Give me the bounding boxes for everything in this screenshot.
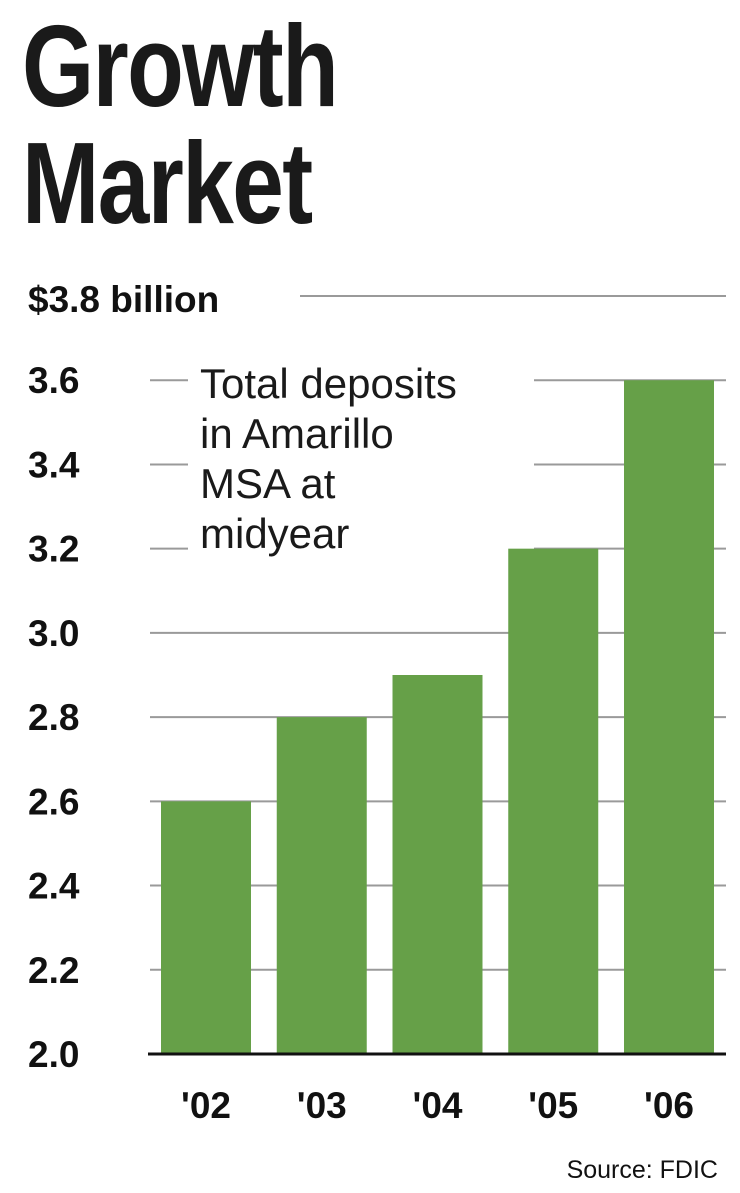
bars <box>161 380 714 1054</box>
y-tick-label: 2.2 <box>28 950 79 991</box>
y-tick-label: 2.4 <box>28 866 80 907</box>
annotation-line: MSA at <box>200 460 336 507</box>
bar <box>161 801 251 1054</box>
annotation-line: in Amarillo <box>200 410 394 457</box>
y-tick-label: 2.0 <box>28 1034 79 1075</box>
chart-title-line-1: Growth <box>22 1 339 131</box>
x-tick-label: '02 <box>181 1085 231 1126</box>
x-tick-label: '04 <box>413 1085 463 1126</box>
annotation-line: midyear <box>200 510 349 557</box>
bar <box>392 675 483 1054</box>
annotation-background <box>188 358 534 558</box>
y-tick-label: 3.6 <box>28 360 79 401</box>
y-axis-top-label: $3.8 billion <box>28 279 219 320</box>
y-tick-label: 3.4 <box>28 444 80 485</box>
x-axis-tick-labels: '02 '03 '04 '05 '06 <box>181 1085 694 1126</box>
y-tick-label: 2.8 <box>28 697 79 738</box>
chart-title: Growth Market <box>22 1 339 248</box>
y-tick-label: 3.0 <box>28 613 79 654</box>
x-tick-label: '05 <box>528 1085 578 1126</box>
bar <box>276 717 367 1054</box>
chart-title-line-2: Market <box>22 118 313 248</box>
y-tick-label: 3.2 <box>28 529 79 570</box>
bar <box>624 380 714 1054</box>
source-note: Source: FDIC <box>567 1156 718 1184</box>
x-tick-label: '06 <box>644 1085 694 1126</box>
x-tick-label: '03 <box>297 1085 347 1126</box>
y-axis-tick-labels: 2.0 2.2 2.4 2.6 2.8 3.0 3.2 3.4 3.6 <box>28 360 80 1075</box>
annotation-line: Total deposits <box>200 360 457 407</box>
y-tick-label: 2.6 <box>28 781 79 822</box>
bar <box>508 548 599 1054</box>
